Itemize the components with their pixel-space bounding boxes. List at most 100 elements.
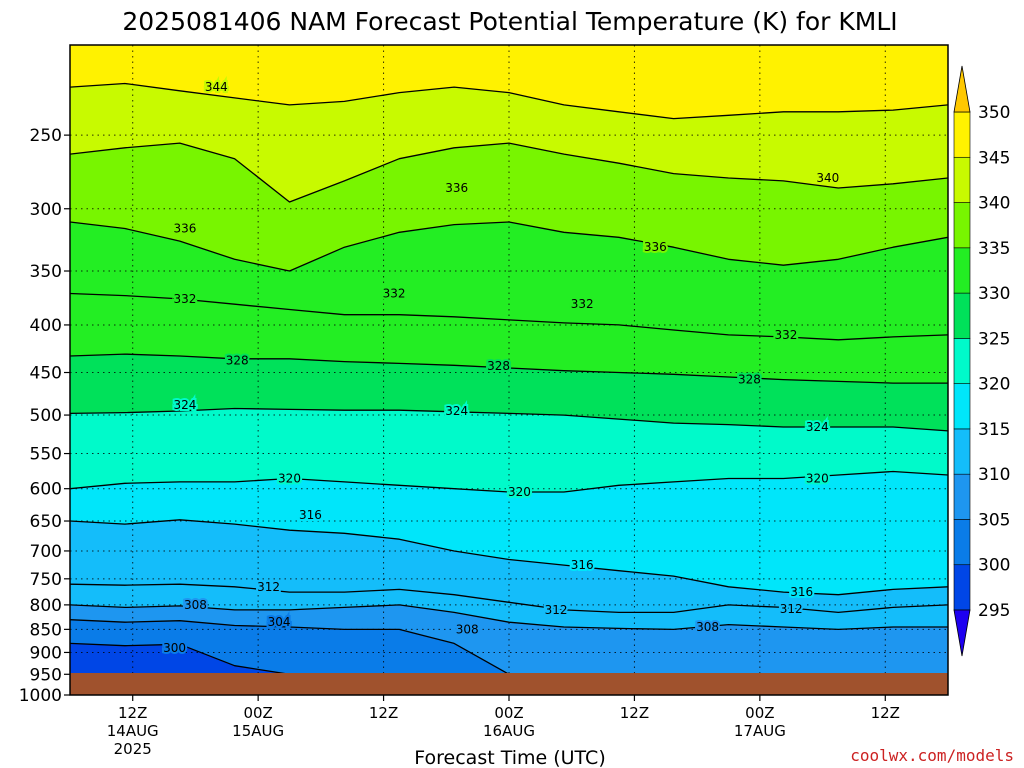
colorbar-segment: [953, 338, 971, 384]
contour-label-316: 316: [571, 558, 594, 572]
isentrope-328: [70, 353, 948, 384]
y-tick-label: 450: [30, 364, 62, 384]
color-fill-bands: [70, 45, 948, 673]
contour-label-336: 336: [445, 181, 468, 195]
colorbar-top-arrow: [953, 65, 971, 113]
x-tick-date: 17AUG: [734, 722, 786, 740]
band-below-300: [70, 643, 282, 673]
isentrope-332: [70, 292, 948, 341]
colorbar-segment: [953, 292, 971, 339]
colorbar-segment: [953, 564, 971, 611]
x-tick-label: 12Z: [871, 704, 900, 722]
contour-label-320: 320: [508, 485, 531, 499]
colorbar: 295 300 305 310 315 320 325 330 335 340 345 350: [953, 65, 1010, 657]
isentrope-344: [70, 82, 948, 120]
contour-label-300: 300: [163, 641, 186, 655]
contour-label-320: 320: [278, 471, 301, 485]
colorbar-segment: [953, 473, 971, 520]
colorbar-tick-label: 295: [978, 601, 1010, 621]
isentrope-340: [70, 142, 948, 203]
chart-title: 2025081406 NAM Forecast Potential Temper…: [122, 7, 897, 36]
contour-label-340: 340: [816, 171, 839, 185]
contour-label-332: 332: [383, 286, 406, 300]
colorbar-tick-label: 325: [978, 329, 1010, 349]
x-tick-date: 16AUG: [483, 722, 535, 740]
x-tick-label: 12Z: [369, 704, 398, 722]
y-tick-label: 350: [30, 262, 62, 282]
contour-label-328: 328: [226, 354, 249, 368]
colorbar-tick-label: 335: [978, 239, 1010, 259]
isentrope-336: [70, 221, 948, 272]
x-tick-label: 00Z: [243, 704, 272, 722]
ground-surface: [70, 673, 948, 695]
y-tick-label: 400: [30, 316, 62, 336]
contour-label-308: 308: [184, 598, 207, 612]
contour-label-304: 304: [268, 615, 291, 629]
x-tick-label: 00Z: [494, 704, 523, 722]
colorbar-tick-label: 305: [978, 510, 1010, 530]
colorbar-segment: [953, 156, 971, 203]
colorbar-segment: [953, 202, 971, 249]
y-tick-label: 1000: [19, 686, 62, 706]
isentrope-312: [70, 583, 948, 614]
contour-label-312: 312: [545, 603, 568, 617]
contour-label-336: 336: [174, 221, 197, 235]
contour-label-328: 328: [738, 373, 761, 387]
y-tick-label: 900: [30, 643, 62, 663]
contour-label-312: 312: [780, 602, 803, 616]
y-tick-label: 250: [30, 126, 62, 146]
x-tick-label: 00Z: [745, 704, 774, 722]
colorbar-tick-label: 340: [978, 194, 1010, 214]
y-tick-label: 750: [30, 570, 62, 590]
isentrope-304: [70, 619, 509, 673]
contour-label-320: 320: [806, 471, 829, 485]
x-tick-label: 12Z: [118, 704, 147, 722]
y-tick-label: 300: [30, 200, 62, 220]
isentrope-lines: [70, 82, 948, 673]
contour-label-308: 308: [456, 622, 479, 636]
colorbar-tick-label: 345: [978, 148, 1010, 168]
y-axis: 250 300 350 400 450 500 550 600 650 700 750 800 850 9…: [19, 126, 70, 706]
y-tick-label: 800: [30, 596, 62, 616]
colorbar-tick-label: 330: [978, 284, 1010, 304]
isentrope-300: [70, 642, 286, 673]
x-axis-label: Forecast Time (UTC): [414, 747, 605, 768]
y-tick-label: 850: [30, 620, 62, 640]
isentrope-324: [70, 407, 948, 432]
contour-label-332: 332: [775, 328, 798, 342]
y-tick-label: 550: [30, 445, 62, 465]
colorbar-tick-label: 350: [978, 103, 1010, 123]
y-tick-label: 950: [30, 665, 62, 685]
colorbar-tick-label: 320: [978, 375, 1010, 395]
isentrope-320: [70, 470, 948, 493]
x-tick-date: 14AUG: [107, 722, 159, 740]
credit-text: coolwx.com/models: [850, 746, 1014, 765]
x-tick-year: 2025: [114, 740, 152, 758]
x-tick-date: 15AUG: [232, 722, 284, 740]
colorbar-tick-label: 310: [978, 465, 1010, 485]
x-tick-label: 12Z: [620, 704, 649, 722]
colorbar-segment: [953, 111, 971, 158]
plot-area: 344 340 336 336 336 332 332 332 332 328 328 328 324 3…: [70, 45, 948, 673]
y-tick-label: 700: [30, 542, 62, 562]
colorbar-bottom-arrow: [953, 609, 971, 657]
contour-label-316: 316: [299, 508, 322, 522]
contour-label-332: 332: [571, 297, 594, 311]
grid-lines: [70, 45, 948, 673]
colorbar-segment: [953, 519, 971, 566]
colorbar-segment: [953, 247, 971, 294]
contour-label-324: 324: [806, 420, 829, 434]
contour-label-332: 332: [174, 292, 197, 306]
isentrope-316: [70, 519, 948, 596]
colorbar-tick-label: 300: [978, 556, 1010, 576]
contour-label-328: 328: [487, 359, 510, 373]
contour-label-336: 336: [644, 240, 667, 254]
contour-label-316: 316: [790, 585, 813, 599]
contour-label-312: 312: [257, 580, 280, 594]
y-tick-label: 650: [30, 512, 62, 532]
y-tick-label: 600: [30, 480, 62, 500]
colorbar-segment: [953, 428, 971, 475]
contour-label-324: 324: [445, 404, 468, 418]
